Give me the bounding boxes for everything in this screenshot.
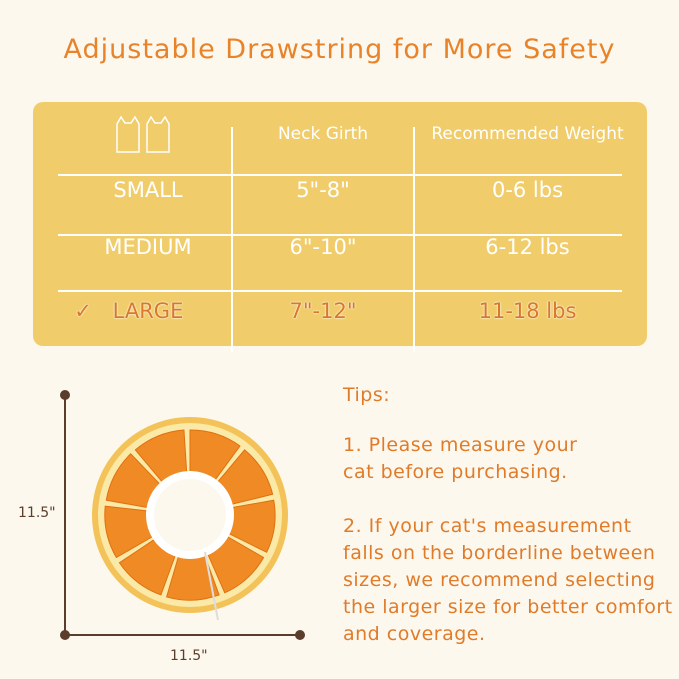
neck-medium: 6"-10" bbox=[289, 235, 357, 259]
divider bbox=[58, 174, 622, 176]
tips-heading: Tips: bbox=[343, 384, 391, 406]
size-small: SMALL bbox=[113, 178, 183, 202]
tip-2: 2. If your cat's measurement falls on th… bbox=[343, 515, 673, 645]
height-dimension: 11.5" bbox=[18, 505, 56, 521]
product-image-cone bbox=[60, 390, 305, 640]
weight-small: 0-6 lbs bbox=[491, 178, 564, 202]
neck-small: 5"-8" bbox=[296, 178, 350, 202]
check-icon: ✓ bbox=[74, 299, 92, 323]
tip-1: 1. Please measure your cat before purcha… bbox=[343, 434, 578, 483]
size-large: LARGE bbox=[112, 299, 184, 323]
page-title: Adjustable Drawstring for More Safety bbox=[63, 34, 616, 65]
divider bbox=[231, 127, 233, 352]
size-medium: MEDIUM bbox=[104, 235, 192, 259]
weight-large: 11-18 lbs bbox=[478, 299, 577, 323]
header-neck-girth: Neck Girth bbox=[277, 124, 369, 144]
weight-medium: 6-12 lbs bbox=[485, 235, 570, 259]
width-dimension: 11.5" bbox=[170, 648, 208, 664]
divider bbox=[58, 234, 622, 236]
neck-large: 7"-12" bbox=[289, 299, 357, 323]
size-table: Neck Girth Recommended Weight SMALL 5"-8… bbox=[33, 102, 647, 352]
divider bbox=[413, 127, 415, 352]
header-recommended-weight: Recommended Weight bbox=[431, 124, 624, 144]
cat-icons bbox=[116, 115, 170, 153]
divider bbox=[58, 290, 622, 292]
